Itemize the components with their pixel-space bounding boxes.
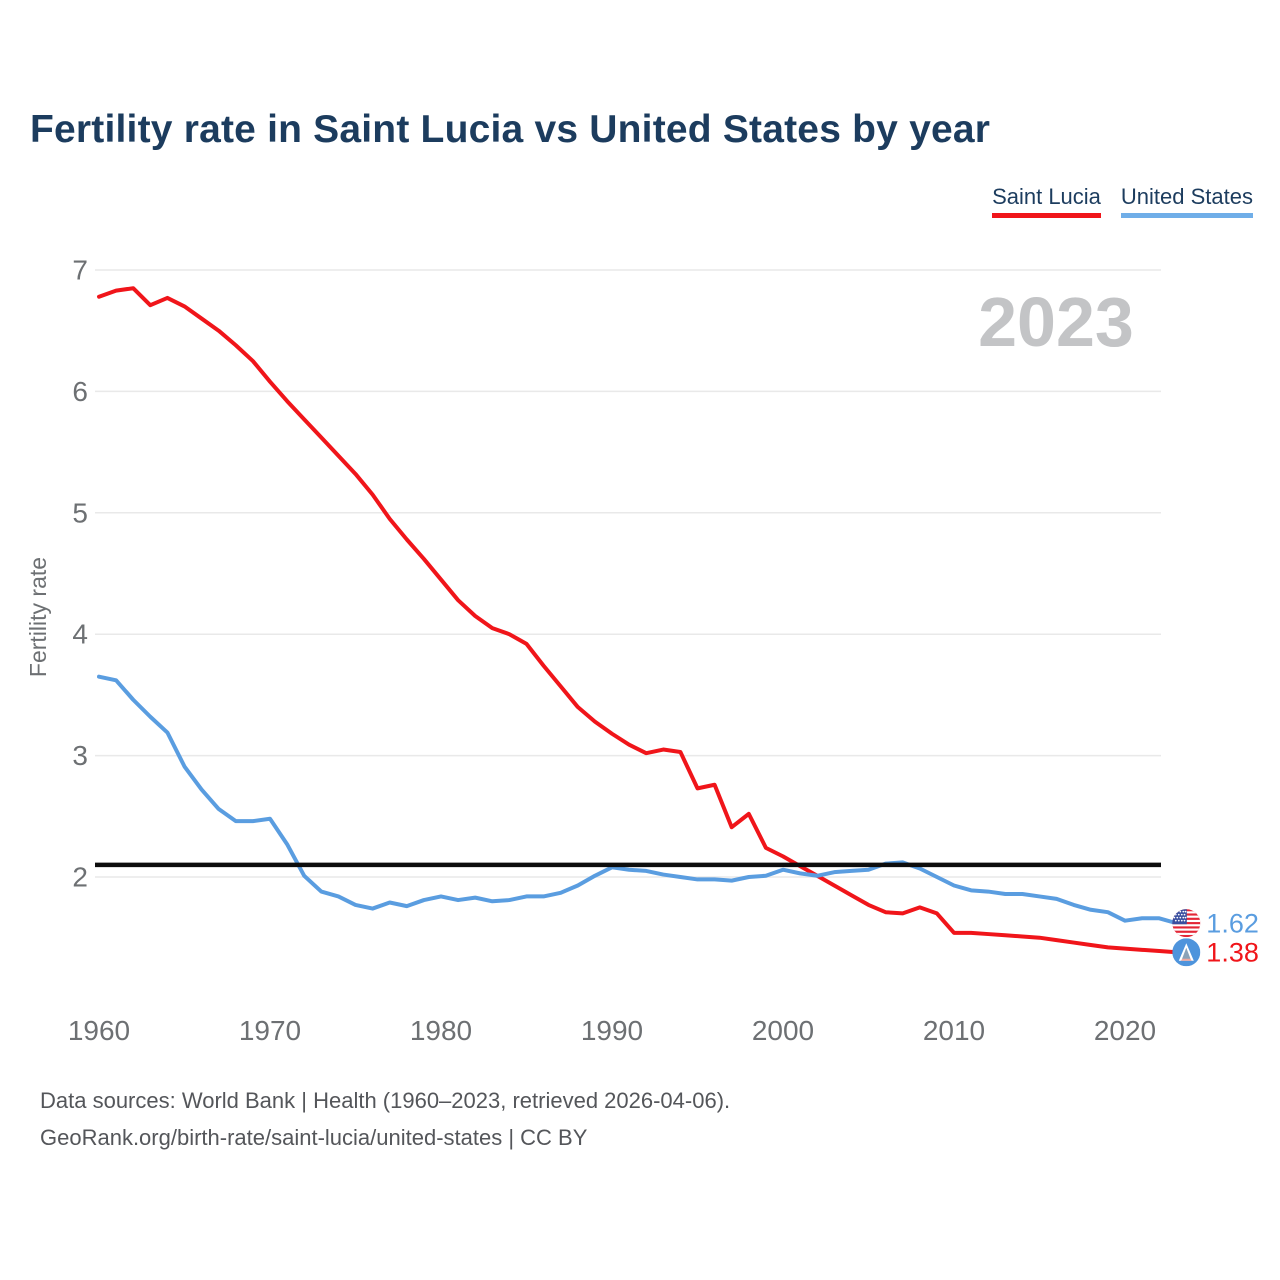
end-value-saint-lucia: 1.38 <box>1206 938 1259 968</box>
legend-item-united-states[interactable]: United States <box>1120 184 1253 218</box>
saint-lucia-flag-icon <box>1172 938 1201 967</box>
watermark-year: 2023 <box>978 283 1134 361</box>
series-lines <box>97 286 1179 955</box>
y-axis-title: Fertility rate <box>25 557 51 677</box>
legend: Saint Lucia United States <box>992 184 1253 218</box>
x-tick-label: 1980 <box>410 1015 472 1046</box>
y-tick-label: 7 <box>72 255 88 286</box>
y-tick-label: 4 <box>72 619 88 650</box>
x-tick-label: 1960 <box>68 1015 130 1046</box>
x-tick-label: 1990 <box>581 1015 643 1046</box>
x-axis-tick-labels: 1960 1970 1980 1990 2000 2010 2020 <box>68 1015 1156 1046</box>
x-tick-label: 1970 <box>239 1015 301 1046</box>
footer-data-sources: Data sources: World Bank | Health (1960–… <box>40 1088 731 1113</box>
x-tick-label: 2010 <box>923 1015 985 1046</box>
end-value-united-states: 1.62 <box>1206 909 1259 939</box>
us-flag-icon <box>1172 909 1201 938</box>
y-tick-label: 6 <box>72 376 88 407</box>
x-tick-label: 2020 <box>1094 1015 1156 1046</box>
y-tick-label: 3 <box>72 740 88 771</box>
y-tick-label: 2 <box>72 862 88 893</box>
footer: Data sources: World Bank | Health (1960–… <box>40 1082 730 1156</box>
series-line-united-states <box>97 674 1179 926</box>
series-end-value-labels: 1.381.62 <box>1206 909 1259 968</box>
x-tick-label: 2000 <box>752 1015 814 1046</box>
y-tick-label: 5 <box>72 497 88 528</box>
footer-attribution: GeoRank.org/birth-rate/saint-lucia/unite… <box>40 1125 588 1150</box>
y-axis-tick-labels: 7 6 5 4 3 2 <box>72 255 88 893</box>
gridlines <box>95 269 1161 878</box>
series-line-saint-lucia <box>97 286 1179 955</box>
page-title: Fertility rate in Saint Lucia vs United … <box>30 108 991 151</box>
legend-item-saint-lucia[interactable]: Saint Lucia <box>992 184 1101 218</box>
